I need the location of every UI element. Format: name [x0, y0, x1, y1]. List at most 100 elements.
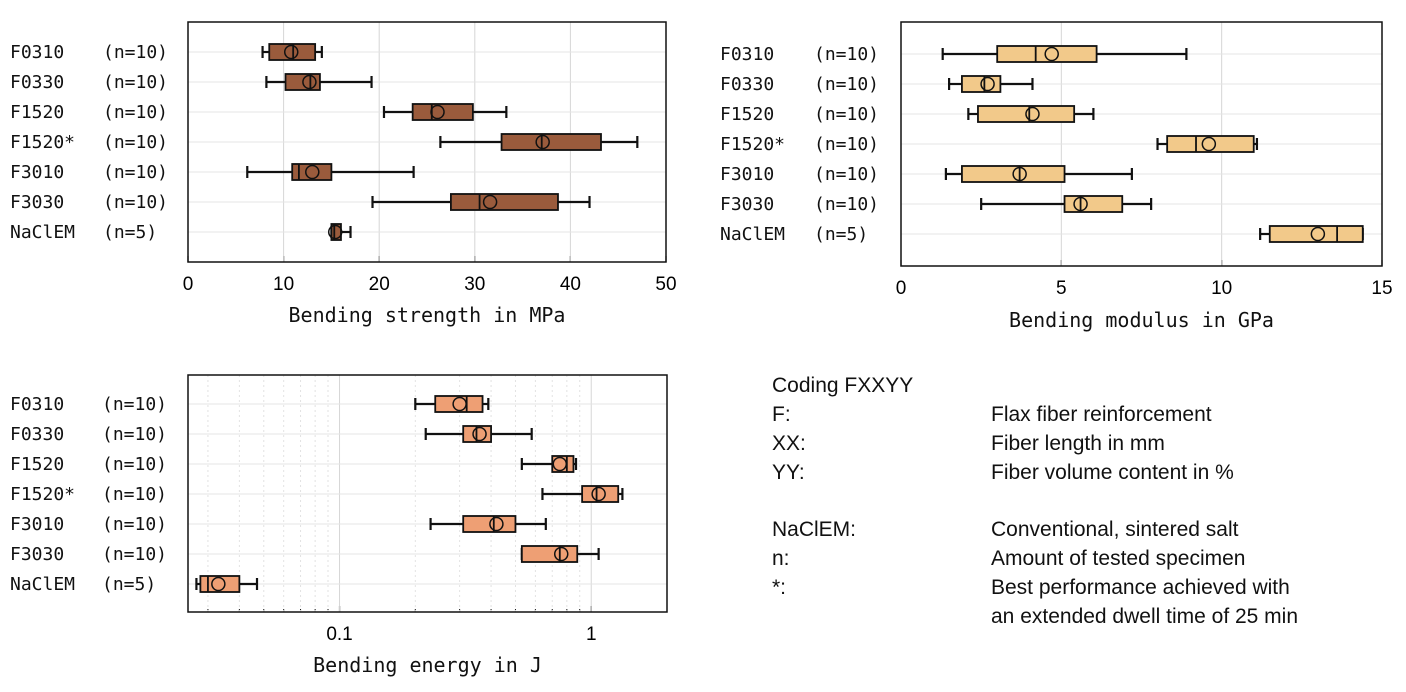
- bending-strength-chart: 0 10 20 30 40 50 F0310 (n=10) F0330 (n=10) F1520 (n…: [10, 21, 677, 327]
- legend-key: *:: [772, 576, 787, 599]
- box-f3010: [944, 165, 1133, 183]
- mean-marker: [535, 134, 550, 150]
- legend-desc: Amount of tested specimen: [991, 547, 1246, 570]
- sample-count-label: (n=10): [814, 164, 879, 185]
- legend-desc: Conventional, sintered salt: [991, 518, 1239, 541]
- sample-count-label: (n=10): [102, 394, 167, 415]
- plot-frame: [900, 21, 1383, 267]
- legend-key: NaClEM:: [772, 518, 857, 541]
- mean-marker: [305, 164, 320, 180]
- mean-marker: [1073, 196, 1088, 212]
- tick-label: 0.1: [326, 624, 352, 645]
- legend-desc: Fiber length in mm: [991, 432, 1165, 455]
- category-label: F0310: [10, 42, 64, 63]
- category-label: F1520: [10, 454, 64, 475]
- sample-count-label: (n=10): [814, 194, 879, 215]
- category-label: F0330: [720, 74, 774, 95]
- sample-count-label: (n=10): [103, 42, 168, 63]
- mean-marker: [980, 76, 995, 92]
- mean-marker: [1201, 136, 1217, 152]
- sample-count-label: (n=10): [103, 192, 168, 213]
- iqr-box: [268, 43, 317, 61]
- box-f1520: [520, 455, 578, 473]
- x-axis-title: Bending strength in MPa: [289, 303, 566, 327]
- mean-marker: [1044, 46, 1059, 62]
- mean-marker: [489, 516, 504, 532]
- iqr-box: [996, 45, 1098, 63]
- category-label: F1520*: [10, 132, 75, 153]
- tick-label: 5: [1056, 278, 1067, 299]
- legend-desc: Best performance achieved with: [991, 576, 1290, 599]
- iqr-box: [1063, 195, 1124, 213]
- box-f3030: [980, 195, 1153, 213]
- legend-key: F:: [772, 403, 791, 426]
- category-label: F1520: [720, 104, 774, 125]
- mean-marker: [211, 576, 226, 592]
- tick-label: 10: [1211, 278, 1232, 299]
- tick-label: 50: [655, 274, 676, 295]
- bending-modulus-chart: 0 5 10 15 F0310 (n=10) F0330 (n=10) F1520 (n=10) F…: [720, 21, 1393, 332]
- tick-label: 20: [369, 274, 390, 295]
- box-f3010: [246, 163, 415, 181]
- box-f1520: [382, 103, 508, 121]
- sample-count-label: (n=10): [102, 514, 167, 535]
- category-label: NaClEM: [720, 224, 785, 245]
- iqr-box: [1166, 135, 1255, 153]
- x-axis-title: Bending energy in J: [313, 653, 542, 677]
- box-f0330: [265, 73, 373, 91]
- box-f3030: [520, 545, 600, 563]
- category-label: F1520: [10, 102, 64, 123]
- iqr-box: [291, 163, 333, 181]
- category-label: F0330: [10, 72, 64, 93]
- iqr-box: [434, 395, 484, 413]
- mean-marker: [302, 74, 317, 90]
- sample-count-label: (n=10): [102, 424, 167, 445]
- box-f0330: [947, 75, 1034, 93]
- category-label: F3030: [720, 194, 774, 215]
- legend-desc: Flax fiber reinforcement: [991, 403, 1212, 426]
- tick-label: 15: [1371, 278, 1392, 299]
- tick-label: 0: [896, 278, 907, 299]
- mean-marker: [283, 44, 299, 60]
- mean-marker: [1012, 166, 1027, 182]
- sample-count-label: (n=10): [102, 544, 167, 565]
- sample-count-label: (n=10): [814, 104, 879, 125]
- sample-count-label: (n=10): [814, 74, 879, 95]
- legend-desc: Fiber volume content in %: [991, 461, 1234, 484]
- legend-key: XX:: [772, 432, 806, 455]
- box-f1520: [967, 105, 1095, 123]
- mean-marker: [591, 486, 606, 502]
- iqr-box: [520, 545, 579, 563]
- sample-count-label: (n=5): [102, 574, 156, 595]
- plot-frame: [187, 374, 668, 613]
- box-f3030: [371, 193, 591, 211]
- category-label: F0310: [10, 394, 64, 415]
- legend-key: n:: [772, 547, 790, 570]
- category-label: F1520*: [720, 134, 785, 155]
- bending-energy-chart: 0.1 1 F0310 (n=10) F0330 (n=10) F1520 (n=10) F15…: [10, 374, 668, 677]
- tick-label: 40: [560, 274, 581, 295]
- sample-count-label: (n=10): [814, 44, 879, 65]
- iqr-box: [449, 193, 559, 211]
- iqr-box: [1268, 225, 1364, 243]
- box-naclem: [195, 575, 259, 593]
- mean-marker: [552, 456, 568, 472]
- sample-count-label: (n=5): [103, 222, 157, 243]
- iqr-box: [411, 103, 474, 121]
- box-f0310: [941, 45, 1188, 63]
- box-f3010: [429, 515, 547, 533]
- legend-desc: an extended dwell time of 25 min: [991, 605, 1299, 628]
- sample-count-label: (n=10): [103, 162, 168, 183]
- box-f1520-star: [439, 133, 639, 151]
- category-label: F3010: [720, 164, 774, 185]
- box-naclem: [1259, 225, 1364, 243]
- mean-marker: [430, 104, 445, 120]
- mean-marker: [482, 194, 498, 210]
- category-label: NaClEM: [10, 574, 75, 595]
- tick-label: 10: [273, 274, 294, 295]
- category-label: F3010: [10, 162, 64, 183]
- sample-count-label: (n=10): [102, 484, 167, 505]
- mean-marker: [1025, 106, 1040, 122]
- plot-frame: [187, 21, 667, 263]
